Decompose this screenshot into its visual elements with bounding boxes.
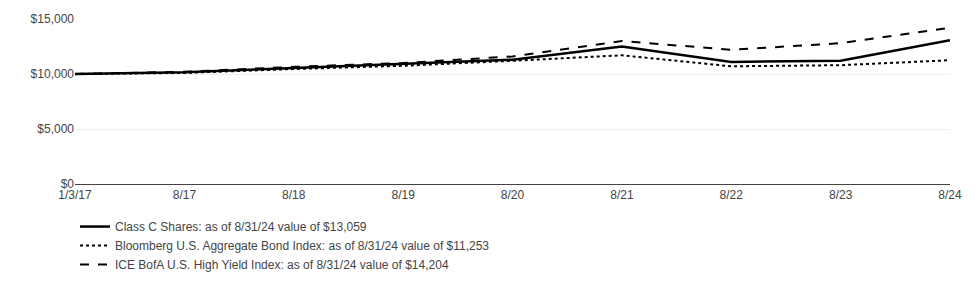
svg-text:1/3/17: 1/3/17 [58, 188, 92, 202]
svg-text:$5,000: $5,000 [37, 122, 74, 136]
svg-text:$10,000: $10,000 [31, 67, 75, 81]
svg-text:8/19: 8/19 [391, 188, 415, 202]
svg-text:8/22: 8/22 [720, 188, 744, 202]
svg-text:8/21: 8/21 [610, 188, 634, 202]
svg-text:Bloomberg U.S. Aggregate Bond: Bloomberg U.S. Aggregate Bond Index: as … [115, 239, 489, 253]
svg-text:8/24: 8/24 [938, 188, 962, 202]
svg-text:$0: $0 [61, 177, 75, 191]
svg-text:8/18: 8/18 [282, 188, 306, 202]
svg-text:8/17: 8/17 [173, 188, 197, 202]
svg-text:8/20: 8/20 [501, 188, 525, 202]
svg-text:Class C Shares: as of 8/31/24: Class C Shares: as of 8/31/24 value of $… [115, 220, 367, 234]
svg-text:$15,000: $15,000 [31, 12, 75, 26]
svg-text:8/23: 8/23 [829, 188, 853, 202]
svg-text:ICE BofA U.S. High Yield Index: ICE BofA U.S. High Yield Index: as of 8/… [115, 258, 449, 272]
